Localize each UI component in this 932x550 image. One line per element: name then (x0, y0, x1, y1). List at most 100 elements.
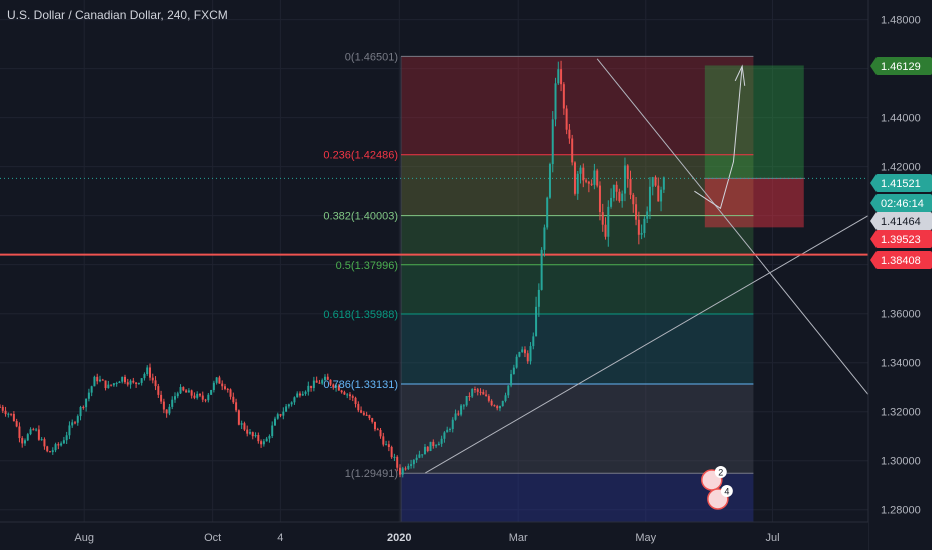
fib-level-label: 0(1.46501) (345, 51, 398, 63)
price-axis[interactable]: 1.480001.460001.440001.420001.400001.380… (867, 0, 932, 550)
candle-body (501, 400, 504, 407)
chart-title: U.S. Dollar / Canadian Dollar, 240, FXCM (7, 8, 228, 22)
candle-body (218, 377, 221, 384)
candle-body (376, 429, 379, 431)
descending-trend-line[interactable] (596, 58, 869, 395)
time-axis-tick-label: Jul (765, 532, 779, 544)
candle-body (598, 185, 601, 213)
candle-body (235, 402, 238, 411)
candle-body (429, 441, 432, 452)
event-badge-count: 4 (724, 487, 729, 497)
candle-body (332, 384, 335, 388)
candle-body (282, 411, 285, 416)
candle-body (601, 212, 604, 225)
candle-body (257, 434, 260, 442)
candle-body (535, 306, 538, 337)
candle-body (343, 392, 346, 395)
candle-body (498, 406, 501, 409)
fib-level-labels: 0(1.46501) 0.236(1.42486) 0.382(1.40003) 0.… (323, 51, 398, 480)
candle-body (254, 434, 257, 437)
fib-zone[interactable] (401, 56, 754, 155)
candle-body (337, 385, 340, 391)
fib-level-label: 1(1.29491) (345, 468, 398, 480)
fib-zone[interactable] (401, 473, 754, 522)
projection-arrow[interactable] (694, 66, 743, 210)
candle-body (371, 418, 374, 422)
candle-body (401, 468, 404, 475)
candle-body (71, 422, 74, 426)
candle-body (251, 432, 254, 437)
price-tag-pointer (870, 194, 876, 212)
candle-body (329, 379, 332, 385)
arrow-head (734, 64, 746, 86)
price-tag-box (876, 251, 932, 269)
event-badge-count-bubble (720, 485, 733, 497)
fib-retracement-zones[interactable] (400, 56, 754, 522)
candle-body (404, 468, 407, 470)
candle-body (479, 391, 482, 393)
candle-body (101, 379, 104, 381)
candle-body (76, 416, 79, 423)
candle-body (54, 444, 57, 451)
candle-body (85, 398, 88, 408)
candle-body (43, 439, 46, 447)
candle-body (487, 396, 490, 401)
event-badge-count: 2 (718, 468, 723, 478)
time-axis-background (0, 522, 868, 550)
candle-body (393, 456, 396, 458)
candle-body (179, 387, 182, 394)
candle-body (593, 170, 596, 185)
candle-body (646, 211, 649, 219)
candle-body (340, 390, 343, 393)
candle-body (132, 380, 135, 383)
candle-body (221, 383, 224, 387)
candle-body (640, 233, 643, 235)
time-axis[interactable]: Aug Oct 4 2020 Mar May Jul (0, 521, 868, 550)
candle-body (496, 406, 499, 409)
candle-body (121, 376, 124, 382)
candle-body (418, 454, 421, 458)
candle-body (354, 397, 357, 405)
candle-body (579, 167, 582, 174)
candle-body (351, 396, 354, 398)
price-tag-label: 1.46129 (881, 61, 921, 73)
candle-body (443, 432, 446, 439)
candle-body (154, 380, 157, 387)
target-zone[interactable] (704, 65, 804, 179)
candle-body (471, 389, 474, 397)
event-badges[interactable]: 24 (701, 466, 733, 510)
price-tag-pointer (870, 57, 876, 75)
candle-body (426, 446, 429, 452)
candle-body (151, 377, 154, 381)
trend-lines[interactable] (0, 58, 869, 474)
candle-body (635, 204, 638, 220)
candle-body (621, 193, 624, 202)
fib-zone[interactable] (401, 384, 754, 474)
candle-body (412, 460, 415, 465)
candle-body (90, 386, 93, 393)
long-position-tool[interactable] (704, 65, 804, 228)
fib-zone[interactable] (401, 313, 754, 385)
stop-zone[interactable] (704, 178, 804, 228)
candle-body (321, 380, 324, 384)
candle-body (373, 421, 376, 430)
candle-body (190, 390, 193, 396)
candle-body (515, 356, 518, 368)
ascending-trend-line[interactable] (425, 215, 869, 474)
fib-zone[interactable] (401, 215, 754, 265)
candle-body (454, 413, 457, 420)
price-axis-tick-label: 1.44000 (881, 113, 921, 125)
fib-zone[interactable] (401, 264, 754, 314)
candle-body (540, 249, 543, 290)
candle-body (596, 170, 599, 186)
candle-body (204, 399, 207, 401)
candle-body (212, 382, 215, 390)
price-axis-tick-label: 1.42000 (881, 162, 921, 174)
candle-body (632, 194, 635, 205)
price-axis-tick-label: 1.36000 (881, 309, 921, 321)
candle-body (460, 405, 463, 415)
candle-body (346, 394, 349, 396)
price-tag-box (876, 57, 932, 75)
candle-body (129, 380, 132, 385)
